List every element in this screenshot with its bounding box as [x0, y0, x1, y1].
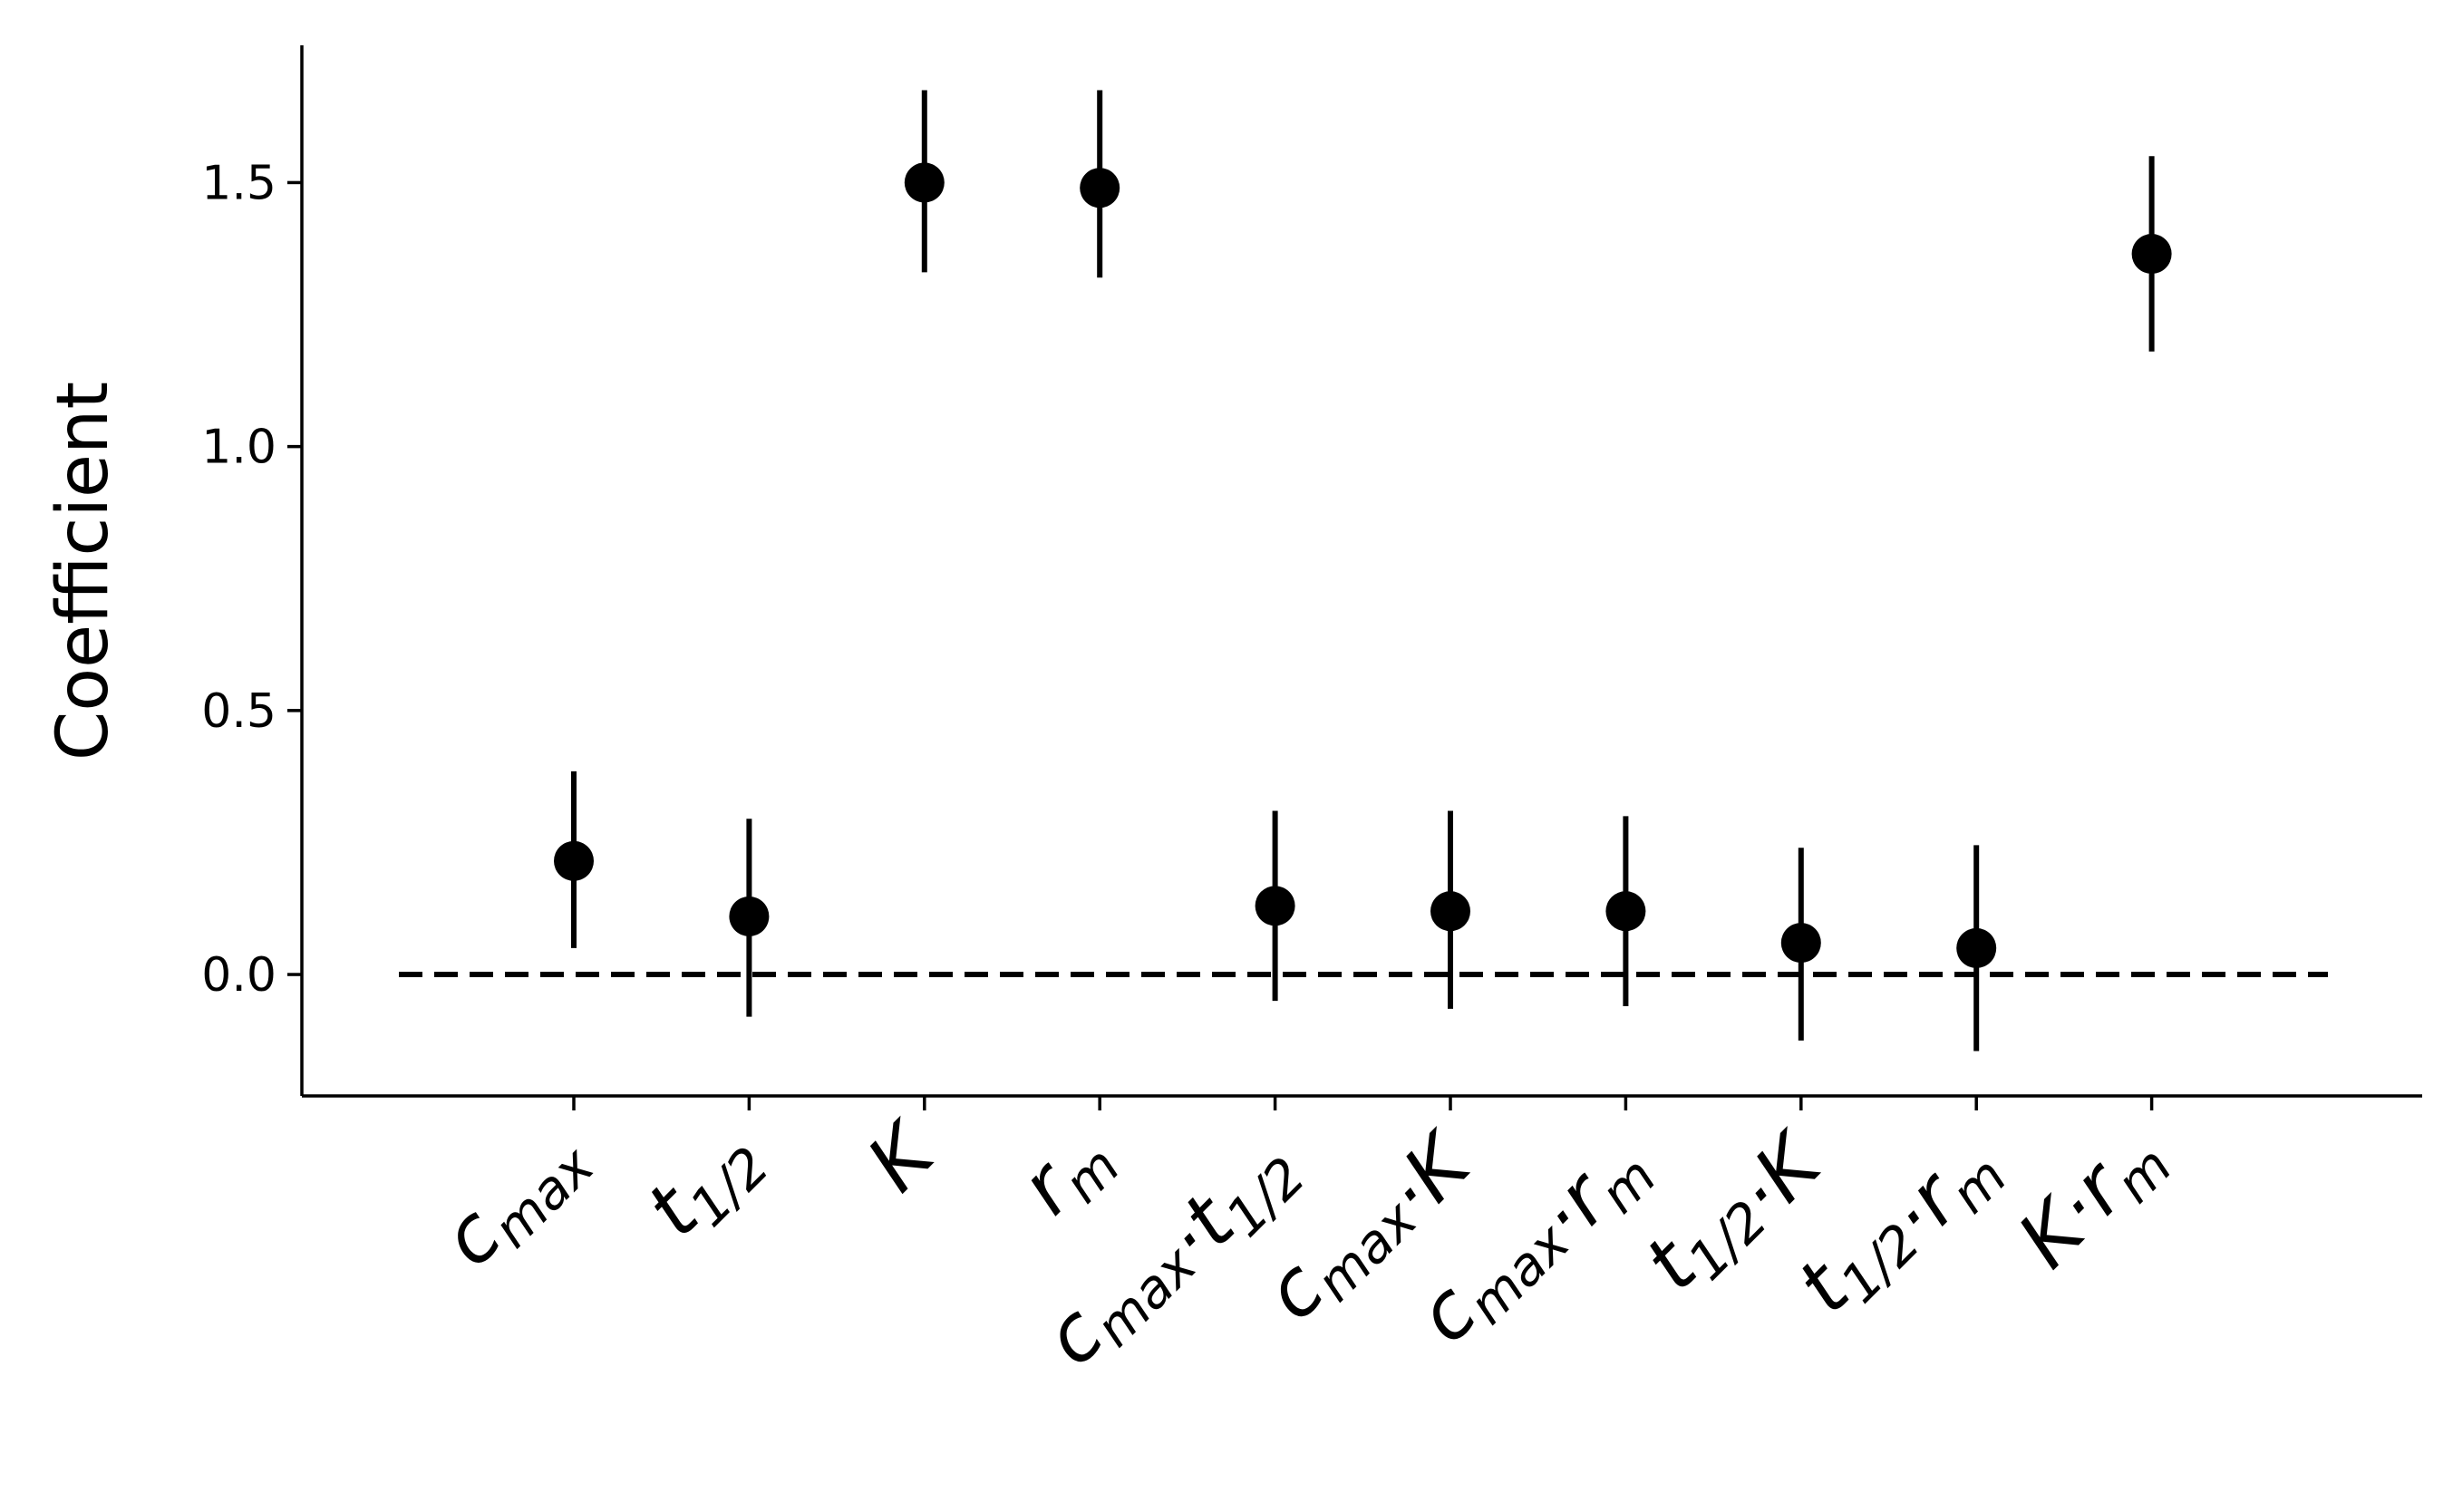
axes: 0.0 0.5 1.0 1.5: [201, 45, 2422, 1110]
points-layer: [554, 162, 2172, 968]
coefficient-point: [1780, 923, 1821, 964]
coefficient-point: [1080, 168, 1120, 208]
x-tick-label-symbol: K: [850, 1104, 955, 1208]
coefficient-point: [729, 896, 770, 936]
y-tick-label: 0.0: [201, 948, 276, 1003]
coefficient-point: [1605, 891, 1646, 932]
y-tick-label: 1.0: [201, 421, 276, 475]
x-tick-label: t1/2·rm: [1780, 1109, 2019, 1347]
coefficient-point: [1255, 886, 1295, 926]
coefficient-point: [904, 162, 945, 203]
x-tick-label: cmax: [424, 1109, 606, 1290]
x-tick-label: K: [850, 1104, 955, 1208]
x-tick-label: t1/2: [630, 1109, 781, 1260]
coefficient-point: [1956, 927, 1997, 968]
error-bars-layer: [571, 90, 2155, 1052]
x-tick-label: K·rm: [2002, 1109, 2184, 1291]
y-tick-label: 0.5: [201, 684, 276, 739]
coefficient-point: [2131, 234, 2172, 275]
x-tick-label: rm: [1003, 1109, 1131, 1237]
coefficient-point: [1430, 891, 1470, 932]
coefficient-point: [554, 840, 594, 881]
y-tick-label: 1.5: [201, 156, 276, 210]
y-axis-label: Coefficient: [43, 382, 124, 761]
